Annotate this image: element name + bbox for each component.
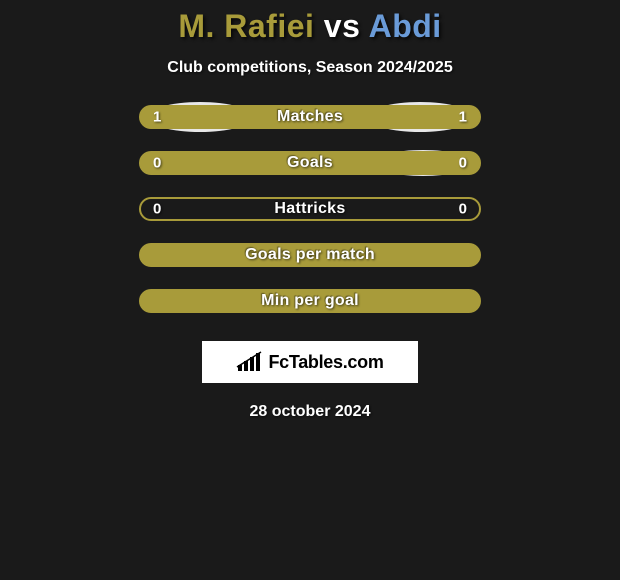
stat-value-left: 0 xyxy=(153,201,161,218)
logo-box: FcTables.com xyxy=(202,341,418,383)
stat-label: Goals xyxy=(287,154,333,172)
stat-row: 0 Hattricks 0 xyxy=(139,197,481,221)
stat-bar: Min per goal xyxy=(139,289,481,313)
stat-label: Hattricks xyxy=(274,200,345,218)
date: 28 october 2024 xyxy=(250,403,371,421)
stat-label: Min per goal xyxy=(261,292,359,310)
stat-row: 0 Goals 0 xyxy=(139,151,481,175)
stat-value-right: 0 xyxy=(459,201,467,218)
player2-name: Abdi xyxy=(369,8,442,44)
bar-chart-icon xyxy=(236,351,264,373)
stat-row: Min per goal xyxy=(139,289,481,313)
stat-row: Goals per match xyxy=(139,243,481,267)
stat-value-right: 0 xyxy=(459,155,467,172)
stat-bar: Goals per match xyxy=(139,243,481,267)
stat-bar: 0 Hattricks 0 xyxy=(139,197,481,221)
stat-label: Goals per match xyxy=(245,246,375,264)
stat-value-left: 0 xyxy=(153,155,161,172)
stat-bar: 0 Goals 0 xyxy=(139,151,481,175)
stat-value-right: 1 xyxy=(459,109,467,126)
stat-label: Matches xyxy=(277,108,343,126)
comparison-card: M. Rafiei vs Abdi Club competitions, Sea… xyxy=(0,0,620,421)
page-title: M. Rafiei vs Abdi xyxy=(178,8,441,45)
logo-text: FcTables.com xyxy=(268,352,383,373)
stat-value-left: 1 xyxy=(153,109,161,126)
stat-row: 1 Matches 1 xyxy=(139,105,481,129)
subtitle: Club competitions, Season 2024/2025 xyxy=(167,59,452,77)
player1-name: M. Rafiei xyxy=(178,8,314,44)
stats-container: 1 Matches 1 0 Goals 0 0 Hattricks 0 Goals per mat… xyxy=(139,105,481,335)
vs-text: vs xyxy=(314,8,368,44)
stat-bar: 1 Matches 1 xyxy=(139,105,481,129)
